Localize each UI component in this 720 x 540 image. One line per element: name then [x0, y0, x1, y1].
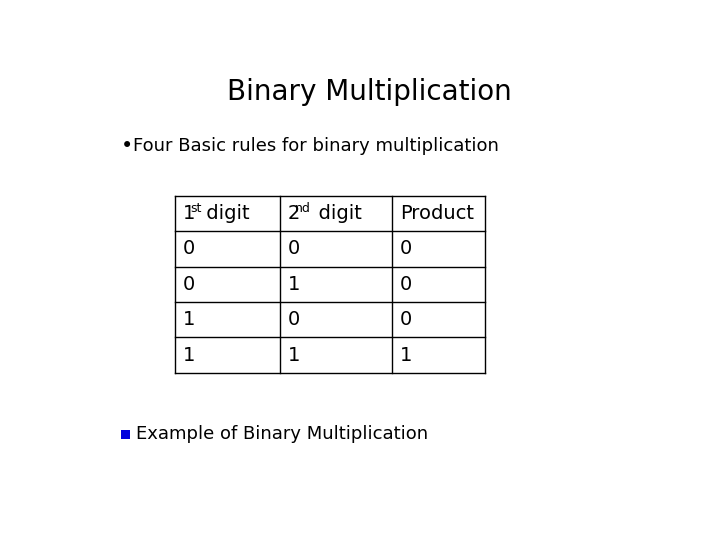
Text: 0: 0: [400, 275, 413, 294]
Bar: [121, 430, 130, 438]
Text: 2: 2: [287, 204, 300, 223]
Text: digit: digit: [306, 204, 362, 223]
Text: 0: 0: [183, 275, 195, 294]
Text: 1: 1: [183, 346, 195, 365]
Text: Product: Product: [400, 204, 474, 223]
Text: •: •: [121, 136, 133, 156]
Text: Binary Multiplication: Binary Multiplication: [227, 78, 511, 106]
Text: Four Basic rules for binary multiplication: Four Basic rules for binary multiplicati…: [133, 137, 499, 154]
Text: st: st: [191, 201, 202, 214]
Text: 0: 0: [183, 239, 195, 258]
Text: 0: 0: [287, 239, 300, 258]
Text: Example of Binary Multiplication: Example of Binary Multiplication: [136, 426, 428, 443]
Text: digit: digit: [200, 204, 250, 223]
Text: 0: 0: [287, 310, 300, 329]
Text: nd: nd: [295, 201, 311, 214]
Text: 1: 1: [400, 346, 413, 365]
Text: 1: 1: [183, 204, 195, 223]
Text: 0: 0: [400, 310, 413, 329]
Text: 1: 1: [287, 275, 300, 294]
Text: 0: 0: [400, 239, 413, 258]
Text: 1: 1: [183, 310, 195, 329]
Text: 1: 1: [287, 346, 300, 365]
